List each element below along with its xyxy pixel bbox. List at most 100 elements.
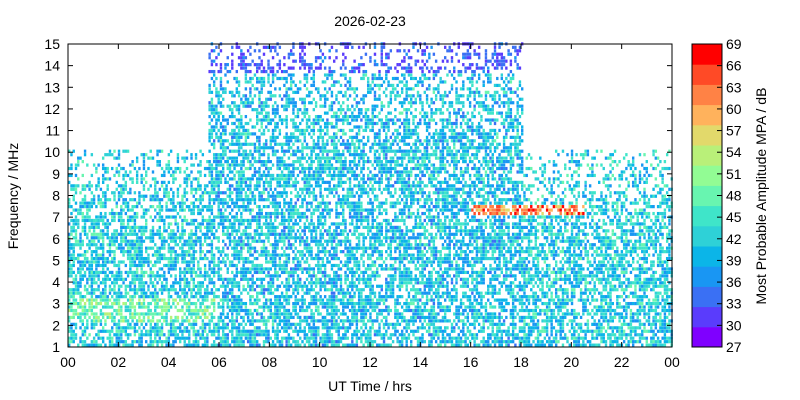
heatmap-cell (274, 329, 277, 333)
heatmap-cell (203, 308, 207, 313)
heatmap-cell (222, 319, 225, 323)
heatmap-cell (210, 163, 214, 167)
heatmap-cell (237, 222, 241, 226)
heatmap-cell (140, 305, 143, 309)
heatmap-cell (199, 288, 202, 292)
heatmap-cell (323, 94, 327, 98)
heatmap-cell (190, 322, 193, 326)
heatmap-cell (296, 288, 300, 292)
heatmap-cell (192, 194, 195, 198)
heatmap-cell (339, 277, 343, 281)
heatmap-cell (222, 97, 225, 101)
heatmap-cell (169, 232, 173, 236)
heatmap-cell (181, 194, 184, 198)
heatmap-cell (115, 246, 118, 250)
heatmap-cell (269, 184, 272, 188)
heatmap-cell (101, 277, 105, 281)
heatmap-cell (289, 80, 293, 84)
heatmap-cell (208, 191, 211, 195)
heatmap-cell (335, 191, 338, 195)
heatmap-cell (335, 305, 338, 309)
heatmap-cell (133, 284, 137, 288)
heatmap-cell (271, 198, 275, 202)
heatmap-cell (231, 94, 234, 98)
heatmap-cell (81, 312, 84, 316)
heatmap-cell (269, 211, 272, 216)
heatmap-cell (212, 301, 216, 306)
heatmap-cell (217, 52, 220, 56)
heatmap-cell (81, 260, 84, 264)
heatmap-cell (258, 142, 261, 146)
heatmap-cell (228, 132, 232, 136)
heatmap-cell (92, 198, 96, 202)
heatmap-cell (219, 211, 223, 216)
heatmap-cell (314, 243, 318, 247)
heatmap-cell (285, 114, 288, 119)
heatmap-cell (74, 222, 78, 226)
heatmap-cell (231, 260, 234, 264)
heatmap-cell (249, 277, 252, 281)
heatmap-cell (140, 277, 143, 281)
heatmap-cell (299, 194, 302, 198)
heatmap-cell (299, 97, 302, 101)
heatmap-cell (278, 128, 282, 133)
heatmap-cell (274, 336, 277, 340)
heatmap-cell (246, 49, 250, 53)
heatmap-cell (319, 211, 322, 216)
heatmap-cell (292, 173, 295, 178)
heatmap-cell (212, 305, 216, 309)
heatmap-cell (124, 149, 128, 153)
heatmap-cell (289, 177, 293, 181)
heatmap-cell (111, 295, 114, 299)
heatmap-cell (131, 277, 134, 281)
heatmap-cell (242, 156, 245, 160)
heatmap-cell (240, 218, 243, 223)
heatmap-cell (115, 326, 118, 330)
heatmap-cell (321, 215, 325, 219)
heatmap-cell (215, 236, 218, 240)
heatmap-cell (97, 239, 100, 243)
heatmap-cell (262, 142, 266, 146)
heatmap-cell (333, 111, 336, 115)
heatmap-cell (267, 166, 270, 171)
heatmap-cell (285, 194, 288, 198)
heatmap-cell (235, 270, 239, 275)
heatmap-cell (172, 256, 175, 261)
heatmap-cell (249, 211, 252, 216)
heatmap-cell (226, 236, 229, 240)
heatmap-cell (305, 246, 309, 250)
heatmap-cell (140, 274, 143, 278)
heatmap-cell (135, 263, 139, 268)
heatmap-cell (292, 180, 295, 184)
heatmap-cell (267, 128, 270, 133)
heatmap-cell (240, 333, 243, 337)
heatmap-cell (122, 315, 125, 320)
heatmap-cell (246, 205, 250, 209)
heatmap-cell (299, 319, 302, 323)
heatmap-cell (81, 211, 84, 216)
heatmap-cell (285, 232, 288, 236)
heatmap-cell (129, 253, 132, 257)
heatmap-cell (285, 191, 288, 195)
heatmap-cell (330, 333, 334, 337)
heatmap-cell (310, 274, 313, 278)
heatmap-cell (163, 288, 166, 292)
heatmap-cell (335, 253, 338, 257)
heatmap-cell (79, 295, 82, 299)
heatmap-cell (106, 177, 109, 181)
heatmap-cell (129, 170, 132, 174)
heatmap-cell (203, 225, 207, 229)
heatmap-cell (312, 160, 316, 164)
heatmap-cell (190, 218, 193, 223)
heatmap-cell (283, 250, 286, 254)
heatmap-cell (255, 63, 259, 67)
heatmap-cell (120, 270, 123, 275)
heatmap-cell (70, 305, 73, 309)
heatmap-cell (321, 225, 325, 229)
heatmap-cell (185, 191, 189, 195)
heatmap-cell (312, 194, 316, 198)
heatmap-cell (176, 291, 180, 295)
heatmap-cell (158, 215, 161, 219)
heatmap-cell (253, 319, 257, 323)
heatmap-cell (120, 319, 123, 323)
